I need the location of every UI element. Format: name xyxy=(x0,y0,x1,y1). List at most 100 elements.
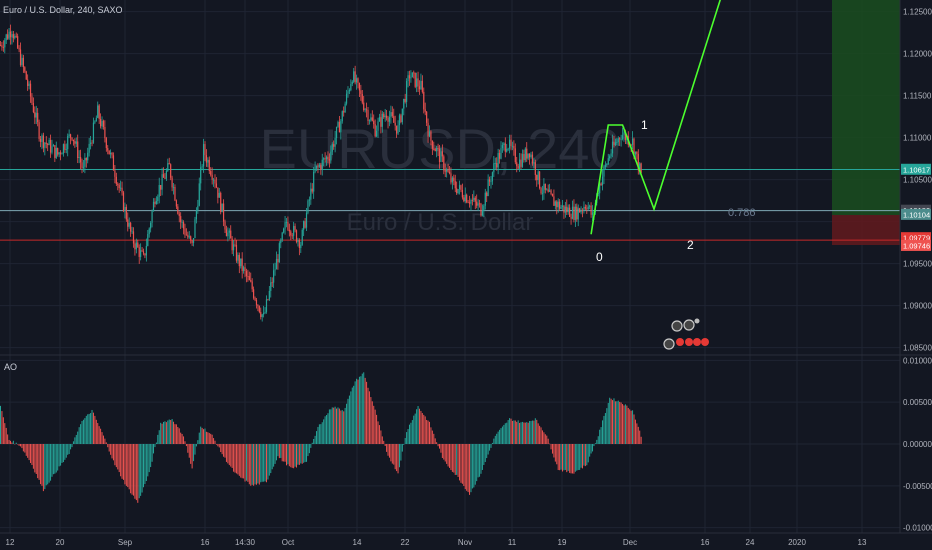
candle-body xyxy=(134,243,136,250)
candle-body xyxy=(540,188,542,194)
ao-bar xyxy=(213,438,215,444)
ao-bar xyxy=(414,413,416,444)
candle-body xyxy=(500,148,502,159)
event-badges[interactable] xyxy=(663,318,709,350)
ao-bar xyxy=(459,444,461,481)
ao-bar xyxy=(324,416,326,444)
ao-bar xyxy=(606,408,608,444)
price-axis[interactable]: 1.12500 1.12000 1.11500 1.11000 1.10500 1.095… xyxy=(903,8,932,353)
ao-bar xyxy=(294,444,296,467)
ao-bar xyxy=(107,444,109,448)
ao-bar xyxy=(68,444,70,455)
candle-body xyxy=(557,201,559,208)
event-badge-icon[interactable] xyxy=(676,338,684,346)
ao-axis[interactable]: 0.01000 0.00500 0.00000 -0.00500 -0.01000 xyxy=(903,356,932,532)
candle-body xyxy=(421,80,423,92)
event-badge-icon[interactable] xyxy=(683,319,695,331)
candle-body xyxy=(290,231,292,236)
horizontal-lines[interactable] xyxy=(0,169,900,241)
ao-bar xyxy=(147,444,149,477)
candle-body xyxy=(353,71,355,82)
event-badge-icon[interactable] xyxy=(671,320,683,332)
candle-body xyxy=(333,144,335,147)
ao-bar xyxy=(584,444,586,467)
ao-bar xyxy=(112,444,114,461)
ao-bar xyxy=(393,444,395,465)
candle-body xyxy=(610,153,612,157)
candle-body xyxy=(570,216,572,219)
ao-bar xyxy=(190,444,192,464)
ao-bar xyxy=(408,424,410,444)
event-badge-icon[interactable] xyxy=(694,318,700,324)
wave-projection-line[interactable] xyxy=(590,0,730,235)
ao-bar xyxy=(318,424,320,444)
price-tick-label: 1.10500 xyxy=(903,176,932,185)
candle-body xyxy=(160,185,162,190)
candle-body xyxy=(8,31,10,39)
candle-body xyxy=(345,93,348,104)
candle-body xyxy=(271,282,273,284)
ao-bar xyxy=(507,420,509,444)
ao-bar xyxy=(594,443,596,444)
fib-label: 0.786 xyxy=(728,207,756,219)
price-tick-label: 1.09000 xyxy=(903,302,932,311)
ao-bar xyxy=(230,444,232,467)
ao-bar xyxy=(596,439,598,444)
ao-bar xyxy=(446,444,448,464)
ao-bar xyxy=(619,401,621,444)
ao-bar xyxy=(553,444,555,458)
candle-body xyxy=(437,148,439,149)
ao-bar xyxy=(421,413,423,444)
candle-body xyxy=(174,186,176,201)
candle-body xyxy=(148,228,150,235)
ao-bar xyxy=(367,387,369,444)
ao-bar xyxy=(586,444,588,466)
candle-body xyxy=(523,154,525,161)
ao-bar xyxy=(288,444,290,467)
ao-bar xyxy=(449,444,451,468)
ao-bar xyxy=(137,444,139,503)
ao-bar xyxy=(600,427,602,444)
candle-body xyxy=(616,142,618,143)
ao-bar xyxy=(523,422,525,444)
ao-bar xyxy=(616,401,618,444)
ao-bar xyxy=(37,444,39,479)
ao-bar xyxy=(300,444,302,464)
ao-bar xyxy=(473,444,475,488)
ao-bar xyxy=(117,444,119,470)
candle-body xyxy=(517,166,519,169)
ao-bar xyxy=(174,424,176,444)
candle-body xyxy=(67,136,69,150)
time-tick-label: 14 xyxy=(353,538,362,547)
watermark-name: Euro / U.S. Dollar xyxy=(347,209,534,236)
event-badge-icon[interactable] xyxy=(701,338,709,346)
time-tick-label: Oct xyxy=(282,538,295,547)
ao-bar xyxy=(198,432,200,444)
ao-bar xyxy=(504,423,506,444)
event-badge-icon[interactable] xyxy=(685,338,693,346)
candle-body xyxy=(47,143,49,146)
event-badge-icon[interactable] xyxy=(693,338,701,346)
candle-body xyxy=(377,121,379,131)
ao-bar xyxy=(551,444,553,454)
candle-body xyxy=(600,183,602,186)
candle-body xyxy=(520,159,522,167)
ao-bar xyxy=(188,444,190,458)
time-tick-label: 12 xyxy=(6,538,15,547)
ao-bar xyxy=(297,444,299,465)
ao-bar xyxy=(20,444,22,447)
ao-bar xyxy=(436,442,438,444)
ao-bar xyxy=(160,422,162,444)
candle-body xyxy=(633,138,635,155)
ao-bar xyxy=(167,420,169,444)
candle-body xyxy=(370,117,372,121)
chart-title: Euro / U.S. Dollar, 240, SAXO xyxy=(3,5,123,15)
candle-body xyxy=(321,159,323,170)
ao-bar xyxy=(430,427,432,444)
candle-body xyxy=(69,134,72,138)
event-badge-icon[interactable] xyxy=(663,338,675,350)
ao-tick-label: 0.00500 xyxy=(903,398,932,407)
candle-body xyxy=(471,199,473,201)
time-axis[interactable]: 12 20 Sep 16 14:30 Oct 14 22 Nov 11 19 Dec 16 24 2020 1… xyxy=(6,538,867,547)
